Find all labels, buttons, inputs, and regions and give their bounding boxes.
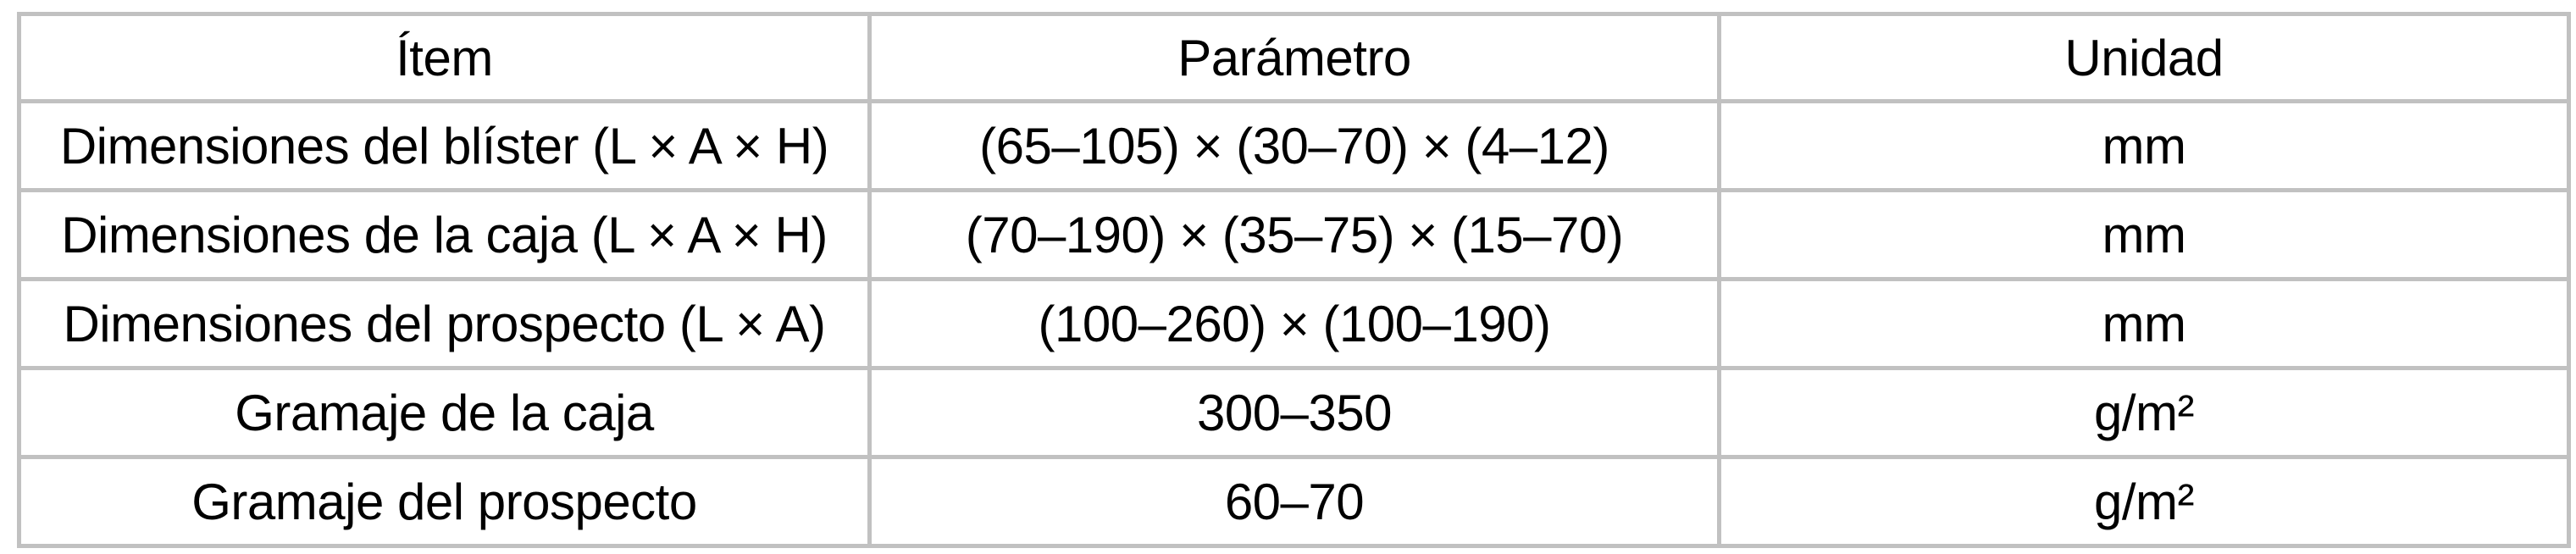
- cell-item: Dimensiones del prospecto (L × A): [17, 277, 872, 370]
- cell-parametro: (100–260) × (100–190): [867, 277, 1721, 370]
- cell-parametro: (70–190) × (35–75) × (15–70): [867, 188, 1721, 281]
- cell-item: Gramaje de la caja: [17, 366, 872, 459]
- cell-parametro: (65–105) × (30–70) × (4–12): [867, 99, 1721, 192]
- spec-table: Ítem Parámetro Unidad Dimensiones del bl…: [17, 12, 2571, 548]
- column-header-item: Ítem: [17, 12, 872, 103]
- cell-item: Dimensiones del blíster (L × A × H): [17, 99, 872, 192]
- table-row: Dimensiones del blíster (L × A × H) (65–…: [17, 99, 2571, 192]
- cell-unidad: mm: [1717, 188, 2571, 281]
- cell-unidad: g/m²: [1717, 366, 2571, 459]
- cell-item: Dimensiones de la caja (L × A × H): [17, 188, 872, 281]
- table-row: Dimensiones del prospecto (L × A) (100–2…: [17, 277, 2571, 370]
- table-row: Gramaje de la caja 300–350 g/m²: [17, 366, 2571, 459]
- header-row: Ítem Parámetro Unidad: [17, 12, 2571, 103]
- column-header-unidad: Unidad: [1717, 12, 2571, 103]
- cell-parametro: 60–70: [867, 455, 1721, 548]
- cell-item: Gramaje del prospecto: [17, 455, 872, 548]
- cell-parametro: 300–350: [867, 366, 1721, 459]
- table-row: Dimensiones de la caja (L × A × H) (70–1…: [17, 188, 2571, 281]
- cell-unidad: mm: [1717, 99, 2571, 192]
- column-header-parametro: Parámetro: [867, 12, 1721, 103]
- cell-unidad: g/m²: [1717, 455, 2571, 548]
- table-row: Gramaje del prospecto 60–70 g/m²: [17, 455, 2571, 548]
- cell-unidad: mm: [1717, 277, 2571, 370]
